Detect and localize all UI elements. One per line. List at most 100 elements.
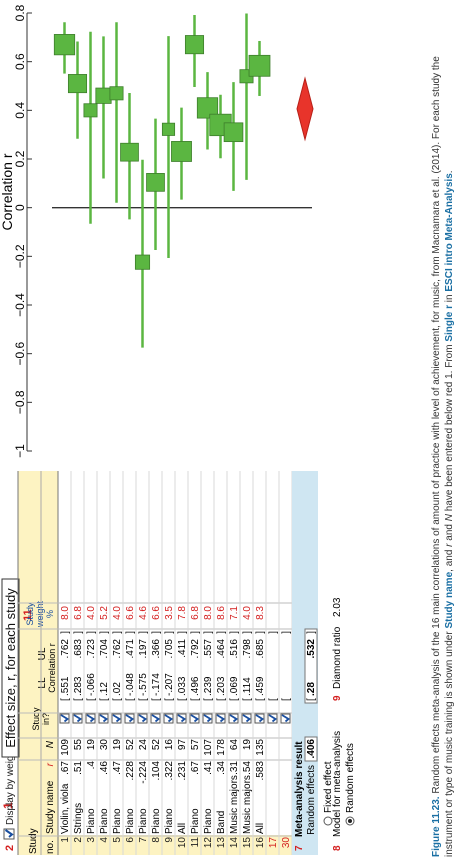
study-no: 4: [99, 837, 110, 843]
red-marker-9: 9: [332, 695, 343, 701]
study-ul: .411: [177, 639, 188, 658]
point-marker: [146, 173, 165, 192]
ci-open-bracket: [: [60, 698, 71, 701]
radio-selected-dot: [348, 819, 352, 823]
study-ll: .496: [190, 676, 201, 696]
study-ul: .762: [60, 639, 71, 659]
study-ll: .02: [112, 682, 123, 696]
meta-r-cell: [304, 736, 318, 762]
study-ul: .683: [73, 639, 84, 659]
study-ul: .366: [151, 639, 162, 659]
study-weight: 7.8: [177, 606, 188, 620]
study-weight: 4.0: [242, 606, 253, 620]
ci-close-bracket: ]: [60, 631, 71, 634]
study-no: 16: [255, 837, 266, 849]
study-ul: .762: [112, 639, 123, 659]
ci-close-bracket: ]: [138, 631, 149, 634]
study-r: .4: [86, 761, 97, 770]
study-name: Piano: [138, 808, 149, 834]
col-header-no: no.: [45, 840, 56, 854]
ci-close-bracket: ]: [125, 631, 136, 634]
study-name: Piano: [151, 808, 162, 834]
study-r: .583: [255, 761, 266, 781]
study-r: .104: [151, 761, 162, 781]
x-tick-label: −0.8: [13, 390, 27, 414]
study-no: 13: [216, 837, 227, 849]
study-n: 135: [255, 739, 266, 756]
study-ll: .12: [99, 682, 110, 696]
check-icon: [151, 714, 161, 723]
study-r: .67: [190, 761, 201, 775]
study-ul: .685: [255, 639, 266, 659]
study-name: Music majors: [242, 775, 253, 834]
study-r: .46: [99, 761, 110, 775]
check-icon: [190, 714, 200, 723]
study-name: Piano: [190, 808, 201, 834]
point-marker: [67, 74, 88, 94]
study-n: 97: [177, 739, 188, 751]
point-marker: [109, 86, 124, 101]
study-ll: .114: [242, 677, 253, 696]
check-icon: [125, 714, 135, 723]
effect-size-callout: Effect size, r, for each study: [3, 588, 18, 748]
study-ll: .239: [203, 676, 214, 696]
x-tick-label: −0.2: [13, 244, 27, 268]
study-ul: .464: [216, 639, 227, 659]
study-weight: 7.1: [229, 606, 240, 620]
check-icon: [73, 714, 83, 723]
study-n: 24: [138, 739, 149, 751]
col-header-weight-1: Study: [25, 602, 35, 626]
study-r: .41: [203, 761, 214, 775]
point-marker: [171, 141, 192, 162]
study-ul: .704: [99, 639, 110, 659]
col-header-study-name: Study name: [45, 780, 56, 834]
ci-close-bracket: ]: [255, 631, 266, 634]
x-tick-label: 0.8: [13, 4, 27, 21]
study-n: 19: [86, 739, 97, 751]
meta-ul: .532: [306, 639, 317, 659]
ci-open-bracket: [: [99, 698, 110, 701]
study-r: .31: [229, 761, 240, 775]
check-icon: [86, 714, 96, 723]
col-header-ll: LL: [37, 677, 48, 689]
red-marker-2: 2: [4, 845, 16, 851]
meta-ci-close: ]: [306, 631, 317, 634]
red-marker-1: 1: [1, 802, 15, 809]
table-header-bg: [18, 471, 58, 855]
study-weight: 3.5: [164, 606, 175, 620]
x-tick-label: 0.6: [13, 53, 27, 70]
caption-text-2: , and: [444, 549, 455, 572]
x-tick-label: −0.6: [13, 342, 27, 366]
study-r: .47: [112, 761, 123, 775]
red-marker-11: 11: [22, 609, 34, 621]
x-tick-label: 0.2: [13, 150, 27, 167]
check-icon: [268, 714, 278, 723]
ci-open-bracket: [: [86, 698, 97, 701]
study-ll: .283: [73, 676, 84, 696]
check-icon: [255, 714, 265, 723]
study-n: 107: [203, 739, 214, 756]
study-r: .51: [73, 761, 84, 775]
study-ll: .551: [60, 676, 71, 696]
ci-close-bracket: ]: [112, 631, 123, 634]
ci-open-bracket: [: [229, 698, 240, 701]
model-title: Model for meta-analysis: [332, 731, 343, 837]
caption-text-6: have been entered below red 1. From: [444, 344, 455, 512]
study-weight: 4.0: [86, 606, 97, 620]
study-name: Piano: [99, 808, 110, 834]
study-r: .34: [216, 761, 227, 775]
ci-open-bracket: [: [242, 698, 253, 701]
ci-close-bracket: ]: [73, 631, 84, 634]
caption-text-7: in: [444, 294, 455, 303]
study-weight: 6.6: [151, 606, 162, 620]
fixed-effect-radio[interactable]: [323, 816, 333, 826]
col-header-n: N: [45, 740, 56, 748]
study-n: 57: [190, 739, 201, 751]
study-n: 16: [164, 739, 175, 751]
display-by-weight-label: Display by weight: [5, 747, 16, 825]
col-header-correlation-r: Correlation r: [47, 643, 57, 693]
study-name: Piano: [164, 808, 175, 834]
random-effects-label: Random effects: [345, 743, 356, 813]
point-marker: [134, 254, 151, 270]
